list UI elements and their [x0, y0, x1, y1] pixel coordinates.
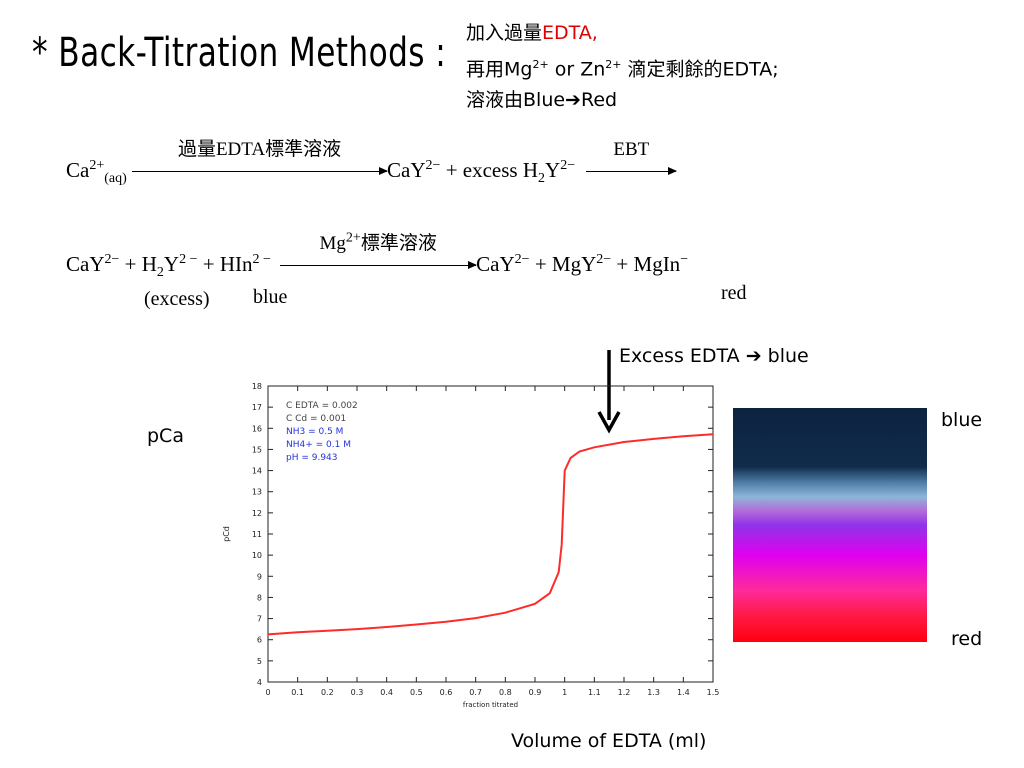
- x-tick-label: 0.3: [351, 688, 364, 697]
- titration-curve-line: [267, 433, 714, 636]
- right-arrow-icon: ➔: [565, 89, 581, 112]
- x-tick-label: 0.8: [499, 688, 512, 697]
- note-line-3: 溶液由Blue➔Red: [466, 89, 618, 112]
- x-tick-label: 1.2: [618, 688, 631, 697]
- x-axis-caption: Volume of EDTA (ml): [511, 730, 707, 752]
- y-axis-label: pCd: [222, 526, 231, 542]
- colorbar-top-label: blue: [941, 409, 983, 431]
- equation-2: CaY2− + H2Y2 − + HIn2 − Mg2+標準溶液 CaY2− +…: [66, 231, 688, 281]
- x-tick-label: 1.1: [588, 688, 601, 697]
- x-tick-label: 1.3: [647, 688, 660, 697]
- legend-entry: C EDTA = 0.002: [286, 401, 358, 411]
- x-axis-label: fraction titrated: [463, 701, 518, 709]
- x-tick-label: 0.4: [380, 688, 393, 697]
- y-tick-label: 9: [257, 572, 262, 581]
- x-tick-label: 1.4: [677, 688, 690, 697]
- y-tick-label: 6: [257, 636, 262, 645]
- label-excess: (excess): [144, 288, 210, 310]
- colorbar-bottom-label: red: [951, 628, 983, 650]
- pca-label: pCa: [147, 425, 184, 447]
- legend-entry: NH4+ = 0.1 M: [286, 440, 351, 450]
- x-tick-label: 1.5: [707, 688, 720, 697]
- y-tick-label: 4: [257, 678, 262, 687]
- reaction-arrow-2: EBT: [586, 139, 678, 183]
- legend-entry: C Cd = 0.001: [286, 414, 346, 424]
- reaction-arrow-3: Mg2+標準溶液: [280, 231, 478, 277]
- legend-entry: pH = 9.943: [286, 453, 338, 463]
- y-tick-label: 18: [252, 382, 262, 391]
- y-tick-label: 12: [252, 509, 262, 518]
- titration-curve-chart: 0 0.1 0.2 0.3 0.4 0.5 0.6 0.7 0.8 0.9 1 1.1 1.2 1.3 1.…: [222, 382, 720, 709]
- note-line-2: 再用Mg2+ or Zn2+ 滴定剩餘的EDTA;: [466, 58, 779, 81]
- legend-entry: NH3 = 0.5 M: [286, 427, 343, 437]
- right-arrow-icon: ➔: [745, 345, 762, 367]
- x-tick-label: 0.7: [469, 688, 482, 697]
- note-edta-red: EDTA,: [542, 22, 598, 44]
- reaction-arrow-1: 過量EDTA標準溶液: [132, 139, 389, 183]
- indicator-color-bar: [733, 408, 927, 642]
- reaction-arrow-1-label: 過量EDTA標準溶液: [177, 139, 342, 160]
- y-tick-label: 13: [252, 488, 262, 497]
- label-red: red: [721, 282, 747, 304]
- x-tick-label: 0: [265, 688, 270, 697]
- x-tick-label: 0.9: [529, 688, 542, 697]
- y-tick-label: 17: [252, 403, 262, 412]
- y-tick-label: 15: [252, 445, 262, 454]
- reaction-arrow-2-label: EBT: [613, 139, 650, 160]
- slide-title: * Back-Titration Methods :: [32, 30, 447, 76]
- excess-edta-annotation: Excess EDTA ➔ blue: [619, 345, 809, 367]
- y-tick-label: 10: [252, 551, 262, 560]
- label-blue: blue: [253, 286, 288, 308]
- x-tick-label: 0.6: [440, 688, 453, 697]
- method-note: 加入過量EDTA, 再用Mg2+ or Zn2+ 滴定剩餘的EDTA; 溶液由B…: [466, 18, 779, 116]
- y-tick-label: 11: [252, 530, 262, 539]
- down-arrow-icon: [597, 350, 621, 434]
- y-tick-label: 8: [257, 593, 262, 602]
- y-tick-label: 7: [257, 615, 262, 624]
- x-tick-label: 0.5: [410, 688, 423, 697]
- y-tick-label: 16: [252, 424, 262, 433]
- note-line-1: 加入過量EDTA,: [466, 22, 598, 44]
- y-tick-label: 14: [252, 467, 262, 476]
- reaction-arrow-3-label: Mg2+標準溶液: [319, 230, 437, 254]
- equation-1: Ca2+(aq) 過量EDTA標準溶液 CaY2− + excess H2Y2−…: [66, 139, 678, 187]
- x-tick-label: 0.2: [321, 688, 334, 697]
- x-tick-label: 0.1: [291, 688, 304, 697]
- y-tick-label: 5: [257, 657, 262, 666]
- x-tick-label: 1: [562, 688, 567, 697]
